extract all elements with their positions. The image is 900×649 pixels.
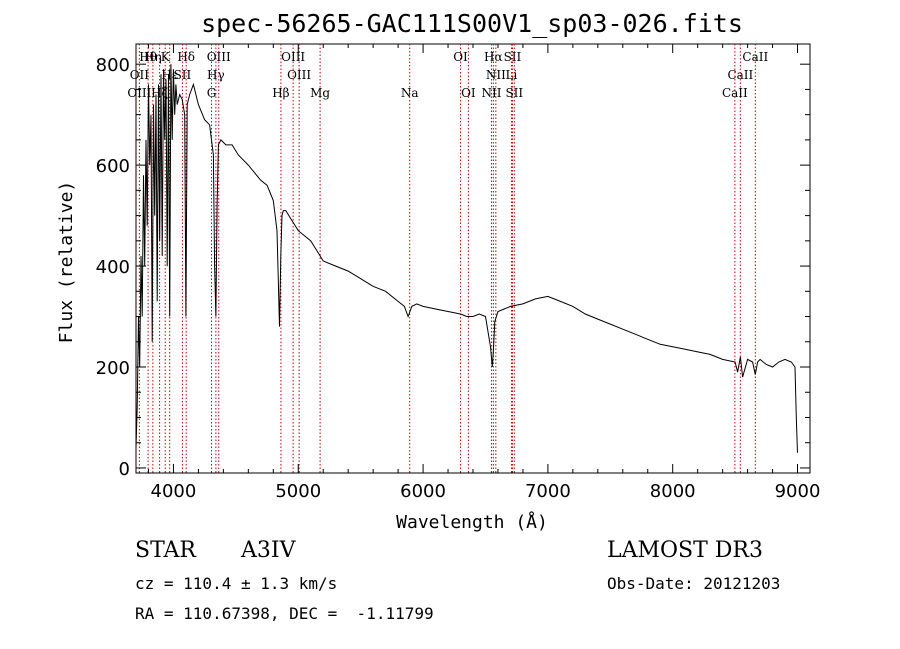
y-tick-label: 600 [96,156,130,177]
line-label: Na [401,86,419,100]
line-label: OI [453,50,468,64]
line-label: K [161,50,171,64]
line-label: CaII [722,86,748,100]
spectrum-line [135,64,798,453]
y-tick-label: 0 [119,459,130,480]
line-label: Hθ [139,50,157,64]
line-label: Mg [310,86,330,100]
x-tick-label: 6000 [400,481,446,502]
survey-name: LAMOST DR3 [607,538,763,563]
object-class: STAR [135,538,196,563]
line-label: SII [505,86,523,100]
line-label: NII [486,68,506,82]
redshift-velocity: cz = 110.4 ± 1.3 km/s [135,574,338,593]
x-tick-label: 9000 [775,481,821,502]
line-label: OIII [287,68,311,82]
x-tick-label: 5000 [275,481,321,502]
line-label: CaII [727,68,753,82]
y-tick-label: 400 [96,257,130,278]
line-label: OII [130,68,150,82]
line-label: OI [461,86,476,100]
line-label: OIII [207,50,231,64]
x-tick-label: 7000 [525,481,571,502]
axis-ticks: 4000 5000 6000 7000 8000 9000 0 200 400 600 800 [96,44,821,502]
y-tick-label: 800 [96,55,130,76]
x-tick-label: 4000 [151,481,197,502]
line-label: OIII [281,50,305,64]
line-label: CaII [742,50,768,64]
line-label: Hγ [207,68,225,82]
line-label: SII [504,50,522,64]
coordinates: RA = 110.67398, DEC = -1.11799 [135,604,434,623]
line-label: Hδ [177,50,195,64]
y-axis-label: Flux (relative) [56,181,77,344]
line-label: OIII [127,86,151,100]
line-label: Hα [484,50,503,64]
y-tick-label: 200 [96,358,130,379]
chart-title: spec-56265-GAC111S00V1_sp03-026.fits [201,9,743,38]
line-label: NII [481,86,501,100]
line-label: Hη [144,50,162,64]
x-axis-label: Wavelength (Å) [396,511,548,533]
emission-line-markers [138,44,756,473]
line-label: SII [174,68,192,82]
object-subclass: A3IV [241,538,296,563]
plot-frame [135,43,811,474]
line-label: Hβ [272,86,289,100]
x-tick-label: 8000 [650,481,696,502]
observation-date: Obs-Date: 20121203 [607,574,781,593]
line-label: G [207,86,217,100]
line-label: Li [506,68,518,82]
